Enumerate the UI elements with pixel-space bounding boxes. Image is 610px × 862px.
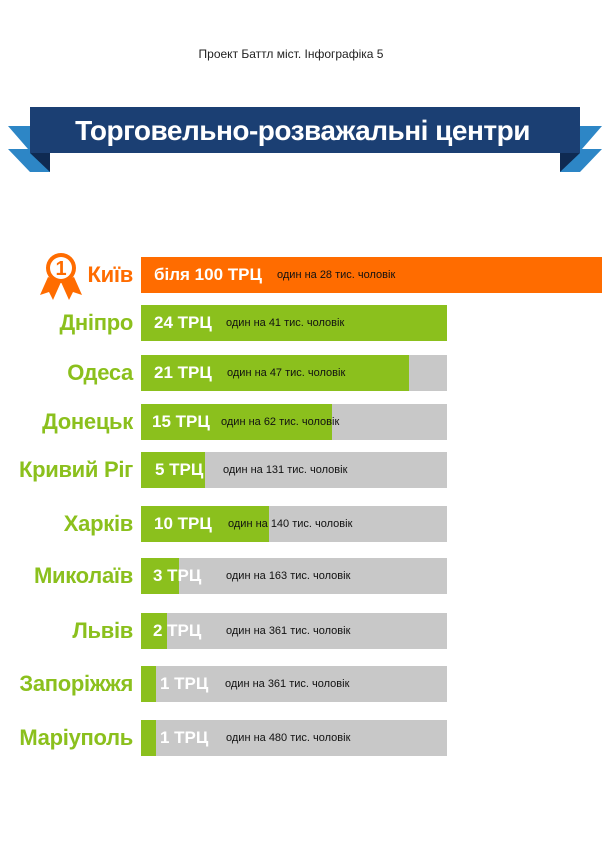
city-label: Київ: [87, 262, 134, 287]
page-title: Торговельно-розважальні центри: [75, 115, 530, 146]
per-capita-label: один на 163 тис. чоловік: [226, 570, 351, 582]
count-label: 5 ТРЦ: [155, 460, 204, 479]
per-capita-label: один на 47 тис. чоловік: [227, 367, 346, 379]
bar: [141, 506, 269, 542]
ribbon-left-fold: [30, 153, 50, 172]
count-label: 21 ТРЦ: [154, 363, 212, 382]
chart-row: Маріуполь 1 ТРЦ один на 480 тис. чоловік: [0, 720, 610, 756]
per-capita-label: один на 62 тис. чоловік: [221, 416, 340, 428]
count-label: 1 ТРЦ: [160, 674, 209, 693]
city-label: Харків: [63, 511, 134, 536]
bar: [141, 452, 205, 488]
bar-track: [141, 720, 447, 756]
count-label: 24 ТРЦ: [154, 313, 212, 332]
city-label: Маріуполь: [19, 725, 133, 750]
city-label: Одеса: [67, 360, 133, 385]
bar: [141, 613, 167, 649]
medal-rank: 1: [55, 258, 66, 280]
project-line: Проект Баттл міст. Інфографіка 5: [198, 47, 384, 61]
city-label: Дніпро: [59, 310, 134, 335]
city-label: Миколаїв: [34, 563, 133, 588]
bar: [141, 355, 409, 391]
bar: [141, 720, 156, 756]
bar: [141, 305, 447, 341]
chart-row: Київ біля 100 ТРЦ один на 28 тис. чоловік 1: [0, 253, 610, 300]
bar: [141, 666, 156, 702]
per-capita-label: один на 480 тис. чоловік: [226, 732, 351, 744]
medal-number-one-icon: 1: [40, 253, 82, 300]
city-label: Львів: [72, 618, 133, 643]
chart-row: Кривий Ріг 5 ТРЦ один на 131 тис. чоловік: [0, 452, 610, 488]
count-label: 1 ТРЦ: [160, 728, 209, 747]
count-label: 15 ТРЦ: [152, 412, 210, 431]
bar-track: [141, 613, 447, 649]
chart-row: Миколаїв 3 ТРЦ один на 163 тис. чоловік: [0, 558, 610, 594]
per-capita-label: один на 361 тис. чоловік: [225, 678, 350, 690]
bar: [141, 404, 333, 440]
ribbon-right-fold: [560, 153, 580, 172]
title-ribbon: [8, 107, 602, 172]
count-label: 10 ТРЦ: [154, 514, 212, 533]
count-label: біля 100 ТРЦ: [154, 265, 262, 284]
bar: [141, 257, 602, 293]
chart-row: Львів 2 ТРЦ один на 361 тис. чоловік: [0, 613, 610, 649]
chart-row: Донецьк 15 ТРЦ один на 62 тис. чоловік: [0, 404, 610, 440]
chart-row: Одеса 21 ТРЦ один на 47 тис. чоловік: [0, 355, 610, 391]
bar-track: [141, 558, 447, 594]
per-capita-label: один на 28 тис. чоловік: [277, 269, 396, 281]
city-label: Запоріжжя: [19, 671, 133, 696]
city-label: Донецьк: [42, 409, 133, 434]
bar: [141, 558, 180, 594]
per-capita-label: один на 131 тис. чоловік: [223, 464, 348, 476]
per-capita-label: один на 140 тис. чоловік: [228, 518, 353, 530]
count-label: 3 ТРЦ: [153, 566, 202, 585]
chart-row: Харків 10 ТРЦ один на 140 тис. чоловік: [0, 506, 610, 542]
per-capita-label: один на 41 тис. чоловік: [226, 317, 345, 329]
city-label: Кривий Ріг: [18, 457, 133, 482]
per-capita-label: один на 361 тис. чоловік: [226, 625, 351, 637]
bar-track: [141, 666, 447, 702]
count-label: 2 ТРЦ: [153, 621, 202, 640]
ribbon-main: [30, 107, 580, 153]
chart-row: Запоріжжя 1 ТРЦ один на 361 тис. чоловік: [0, 666, 610, 702]
chart-row: Дніпро 24 ТРЦ один на 41 тис. чоловік: [0, 305, 610, 341]
